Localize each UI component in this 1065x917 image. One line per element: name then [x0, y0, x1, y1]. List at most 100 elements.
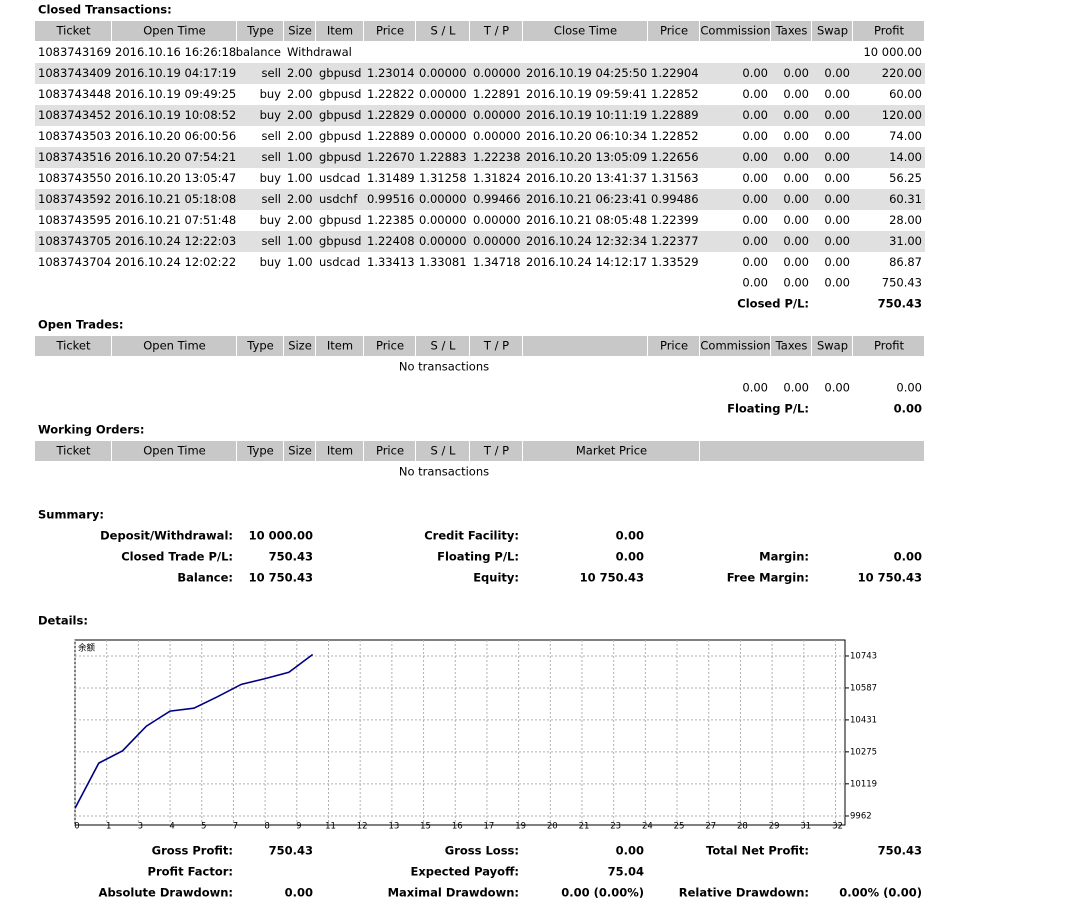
header-cell — [470, 21, 522, 41]
cell: 0.00 — [824, 108, 850, 122]
cell: 0.00 — [783, 234, 809, 248]
column-header: Price — [660, 24, 688, 38]
cell: 1.22883 — [419, 150, 467, 164]
cell: 0.00 — [824, 66, 850, 80]
cell: 1.22904 — [651, 66, 699, 80]
cell: 2016.10.19 10:11:19 — [526, 108, 647, 122]
cell: 0.00 — [783, 255, 809, 269]
value: 750.43 — [269, 844, 313, 858]
cell: 2.00 — [287, 192, 313, 206]
x-tick-label: 7 — [233, 822, 238, 832]
column-header: Item — [327, 24, 353, 38]
column-header: Profit — [874, 339, 904, 353]
cell: 0.00000 — [419, 129, 467, 143]
header-cell — [284, 336, 315, 356]
y-tick-label: 10275 — [850, 747, 877, 757]
cell: 2016.10.21 07:51:48 — [115, 213, 236, 227]
header-cell — [364, 21, 415, 41]
value: 0.00 — [616, 550, 644, 564]
cell: 0.00000 — [473, 66, 521, 80]
cell: 2016.10.19 09:49:25 — [115, 87, 236, 101]
plot-area — [74, 639, 846, 826]
cell: 2016.10.19 04:25:50 — [526, 66, 647, 80]
value: 10 000.00 — [249, 529, 313, 543]
cell: 1.22889 — [367, 129, 415, 143]
cell: 14.00 — [889, 150, 922, 164]
y-tick-label: 10431 — [850, 715, 877, 725]
header-cell — [112, 336, 236, 356]
header-cell — [771, 336, 811, 356]
cell: 0.00000 — [419, 213, 467, 227]
x-tick-label: 12 — [357, 822, 368, 832]
cell: 0.00 — [824, 234, 850, 248]
cell: sell — [262, 192, 281, 206]
cell: 60.00 — [889, 87, 922, 101]
cell: 0.00 — [824, 171, 850, 185]
header-cell — [416, 21, 469, 41]
header-cell — [700, 21, 770, 41]
column-header: Price — [660, 339, 688, 353]
row-shade — [35, 231, 925, 252]
column-header: Swap — [817, 339, 848, 353]
x-tick-label: 16 — [452, 822, 463, 832]
cell: buy — [260, 171, 282, 185]
x-tick-label: 31 — [800, 822, 811, 832]
header-cell — [35, 21, 111, 41]
cell: 2016.10.24 14:12:17 — [526, 255, 647, 269]
header-cell — [771, 21, 811, 41]
cell: 1.33413 — [367, 255, 415, 269]
cell: buy — [260, 87, 282, 101]
total: 0.00 — [742, 276, 768, 290]
cell: 0.00 — [824, 255, 850, 269]
cell: 0.00 — [783, 87, 809, 101]
section-title: Open Trades: — [38, 318, 124, 332]
section-title: Summary: — [38, 508, 104, 522]
cell: 1083743595 — [38, 213, 111, 227]
label: Equity: — [473, 571, 519, 585]
cell: sell — [262, 150, 281, 164]
column-header: Type — [246, 24, 273, 38]
header-cell — [237, 21, 283, 41]
cell: 2016.10.16 16:26:18 — [115, 45, 236, 59]
balance-line — [74, 653, 314, 809]
column-header: Open Time — [143, 339, 206, 353]
x-tick-label: 3 — [138, 822, 143, 832]
cell: 0.00 — [742, 66, 768, 80]
column-header: Ticket — [55, 24, 91, 38]
label: Relative Drawdown: — [679, 886, 809, 900]
cell: 0.00 — [742, 129, 768, 143]
total: 0.00 — [783, 276, 809, 290]
cell: 1.22670 — [367, 150, 415, 164]
header-cell — [523, 21, 647, 41]
column-header: Size — [288, 339, 312, 353]
label: Closed Trade P/L: — [121, 550, 233, 564]
cell: 0.00000 — [419, 66, 467, 80]
cell: 2.00 — [287, 213, 313, 227]
cell: 2016.10.24 12:22:03 — [115, 234, 236, 248]
cell: 0.00 — [824, 192, 850, 206]
cell: 0.00000 — [419, 108, 467, 122]
column-header: Swap — [817, 24, 848, 38]
column-header: Item — [327, 444, 353, 458]
header-cell — [812, 21, 852, 41]
total: 0.00 — [896, 381, 922, 395]
cell: 1.34718 — [473, 255, 521, 269]
cell: 10 000.00 — [863, 45, 922, 59]
cell: buy — [260, 108, 282, 122]
x-tick-label: 17 — [484, 822, 495, 832]
column-header: Ticket — [55, 444, 91, 458]
cell: 1.22656 — [651, 150, 699, 164]
header-cell — [470, 441, 522, 461]
cell: 0.00 — [783, 108, 809, 122]
cell: 0.00000 — [473, 213, 521, 227]
cell: 220.00 — [882, 66, 922, 80]
x-tick-label: 15 — [420, 822, 431, 832]
cell: 2016.10.20 13:41:37 — [526, 171, 647, 185]
cell: 0.00 — [824, 87, 850, 101]
cell: 31.00 — [889, 234, 922, 248]
cell: 2016.10.21 06:23:41 — [526, 192, 647, 206]
header-cell — [112, 441, 236, 461]
cell: 86.87 — [889, 255, 922, 269]
cell: 0.00 — [742, 87, 768, 101]
